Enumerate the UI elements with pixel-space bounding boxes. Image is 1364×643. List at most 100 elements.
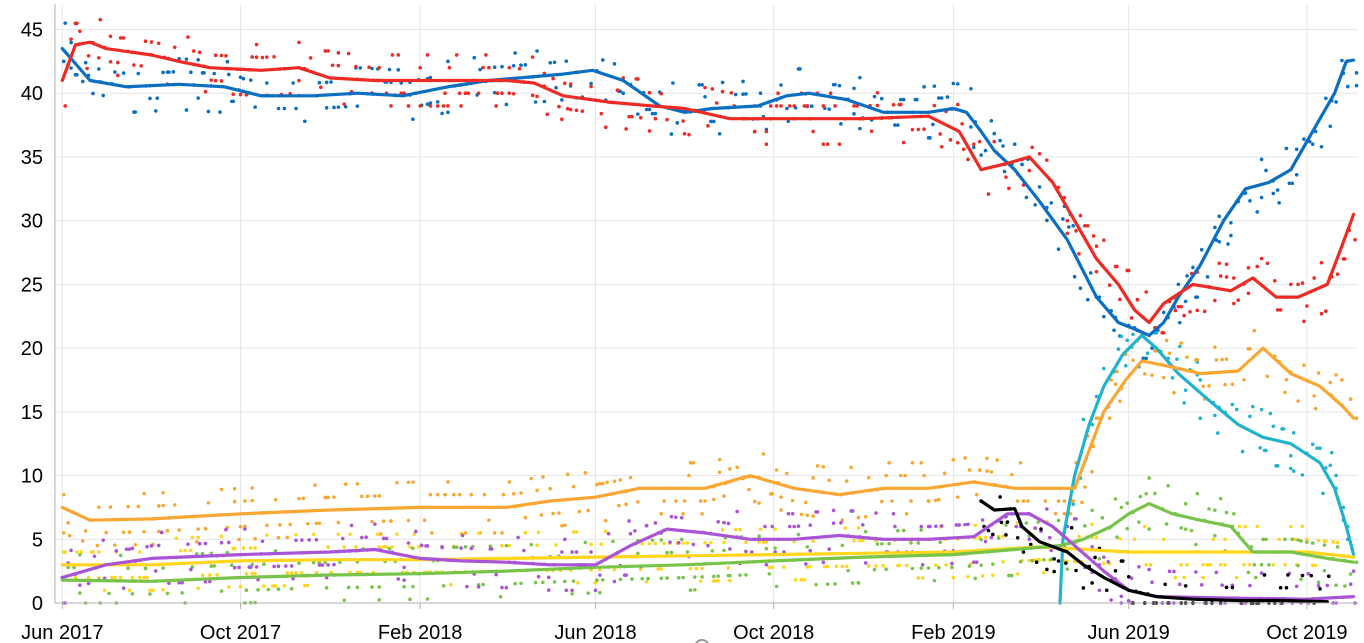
poll-dot xyxy=(1258,446,1262,450)
poll-dot xyxy=(1201,575,1205,580)
x-tick-label: Feb 2019 xyxy=(911,622,996,643)
poll-dot xyxy=(206,501,211,505)
poll-dot xyxy=(843,526,848,530)
poll-dot xyxy=(63,104,68,108)
poll-dot xyxy=(297,78,301,83)
poll-dot xyxy=(1182,401,1186,405)
poll-dot xyxy=(1230,382,1235,387)
poll-dot xyxy=(792,524,796,529)
poll-dot xyxy=(449,582,453,587)
poll-dot xyxy=(507,65,512,70)
poll-dot xyxy=(767,572,772,576)
poll-dot xyxy=(1015,572,1020,576)
poll-dot xyxy=(533,100,538,104)
poll-dot xyxy=(378,532,383,536)
poll-dot xyxy=(297,40,301,45)
poll-dot xyxy=(770,524,775,529)
poll-dot xyxy=(1080,500,1084,505)
poll-dot xyxy=(1348,582,1353,587)
poll-dot xyxy=(282,584,287,588)
poll-dot xyxy=(142,529,146,534)
poll-dot xyxy=(63,550,68,554)
poll-dot xyxy=(197,541,202,546)
poll-dot xyxy=(773,550,777,554)
poll-dot xyxy=(517,66,522,71)
poll-dot xyxy=(849,465,853,470)
poll-dot xyxy=(440,111,444,116)
poll-dot xyxy=(1039,527,1043,531)
poll-dot xyxy=(270,584,275,588)
poll-dot xyxy=(774,468,779,472)
poll-dot xyxy=(1353,237,1357,242)
poll-dot xyxy=(979,537,983,542)
poll-dot xyxy=(548,60,552,65)
poll-dot xyxy=(1090,581,1094,585)
poll-dot xyxy=(1218,562,1223,567)
poll-dot xyxy=(1310,563,1315,568)
poll-dot xyxy=(161,588,165,592)
poll-dot xyxy=(161,491,165,495)
poll-dot xyxy=(69,37,73,41)
poll-dot xyxy=(787,524,792,529)
poll-dot xyxy=(1137,564,1141,569)
poll-dot xyxy=(915,97,919,102)
poll-dot xyxy=(1300,281,1305,285)
poll-dot xyxy=(469,492,474,497)
poll-dot xyxy=(1119,559,1124,563)
poll-dot xyxy=(219,540,224,545)
poll-dot xyxy=(1315,446,1319,450)
poll-dot xyxy=(733,92,738,97)
poll-dot xyxy=(97,67,101,71)
poll-dot xyxy=(1056,559,1061,563)
poll-dot xyxy=(1074,229,1078,233)
poll-dot xyxy=(1253,575,1258,580)
poll-dot xyxy=(243,524,247,529)
poll-dot xyxy=(1243,524,1248,529)
poll-dot xyxy=(850,581,855,585)
scroll-handle-icon[interactable] xyxy=(695,639,709,643)
poll-dot xyxy=(1255,524,1260,529)
poll-dot xyxy=(419,543,424,548)
poll-dot xyxy=(1071,223,1075,228)
poll-dot xyxy=(852,86,856,91)
poll-dot xyxy=(313,483,317,487)
poll-dot xyxy=(881,563,886,568)
poll-dot xyxy=(1097,556,1102,561)
poll-dot xyxy=(148,588,152,593)
poll-dot xyxy=(1300,524,1305,529)
poll-dot xyxy=(148,592,152,596)
poll-dot xyxy=(944,563,948,567)
poll-dot xyxy=(130,546,135,551)
poll-dot xyxy=(574,530,579,534)
poll-dot xyxy=(586,591,590,595)
poll-dot xyxy=(1001,534,1005,539)
poll-dot xyxy=(1259,562,1264,567)
poll-dot xyxy=(1177,320,1182,325)
poll-dot xyxy=(630,114,634,119)
poll-dot xyxy=(203,89,208,94)
poll-dot xyxy=(825,582,830,586)
poll-dot xyxy=(827,547,832,551)
poll-dot xyxy=(336,105,341,109)
poll-dot xyxy=(599,111,604,116)
poll-dot xyxy=(662,499,666,503)
poll-dot xyxy=(805,104,810,108)
poll-dot xyxy=(1005,520,1010,524)
poll-dot xyxy=(879,499,884,504)
poll-dot xyxy=(744,540,748,545)
poll-dot xyxy=(133,542,138,547)
poll-dot xyxy=(194,539,199,544)
poll-dot xyxy=(196,57,200,62)
poll-dot xyxy=(1214,358,1219,362)
poll-dot xyxy=(1107,416,1112,421)
poll-dot xyxy=(446,480,450,484)
poll-dot xyxy=(529,542,534,547)
poll-dot xyxy=(916,541,921,545)
poll-dot xyxy=(1262,573,1267,577)
poll-dot xyxy=(332,105,336,110)
poll-dot xyxy=(805,565,810,569)
poll-dot xyxy=(1088,271,1093,275)
poll-dot xyxy=(931,122,935,127)
poll-dot xyxy=(1045,218,1049,223)
poll-dot xyxy=(934,498,938,503)
